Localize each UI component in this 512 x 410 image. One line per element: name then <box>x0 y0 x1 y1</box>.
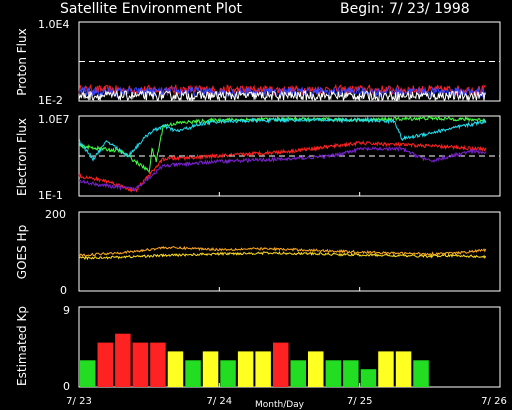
kp-bar-0 <box>80 360 96 387</box>
electron-flux-panel: 1.0E7 1E-1 Electron Flux <box>15 113 501 202</box>
electron-flux-ylabel: Electron Flux <box>15 118 29 196</box>
proton-flux-ylabel: Proton Flux <box>15 28 29 95</box>
kp-bar-15 <box>343 360 359 387</box>
estimated-kp-bottom-tick: 0 <box>63 380 70 393</box>
kp-bar-6 <box>185 360 201 387</box>
begin-date: Begin: 7/ 23/ 1998 <box>340 1 470 17</box>
kp-bar-4 <box>150 342 166 387</box>
plot-title: Satellite Environment Plot <box>60 1 243 17</box>
kp-bar-12 <box>290 360 306 387</box>
kp-bar-5 <box>167 351 184 387</box>
kp-bar-17 <box>378 351 394 387</box>
kp-bar-18 <box>395 351 412 387</box>
kp-bar-16 <box>360 369 377 387</box>
x-tick-label-3: 7/ 26 <box>481 396 507 407</box>
kp-bar-11 <box>273 342 289 387</box>
electron-flux-series-3 <box>79 146 487 192</box>
goes-hp-frame <box>78 211 501 292</box>
goes-hp-bottom-tick: 0 <box>60 284 67 297</box>
goes-hp-series-0 <box>78 245 487 257</box>
kp-bar-14 <box>325 360 342 387</box>
proton-flux-panel: 1.0E4 1E-2 Proton Flux <box>15 18 501 107</box>
goes-hp-ylabel: GOES Hp <box>15 225 29 279</box>
goes-hp-series-1 <box>78 251 487 261</box>
electron-flux-top-tick: 1.0E7 <box>38 113 69 126</box>
estimated-kp-top-tick: 9 <box>63 304 70 317</box>
kp-bar-1 <box>97 342 113 387</box>
estimated-kp-ylabel: Estimated Kp <box>15 306 29 386</box>
x-axis: 7/ 23 7/ 24 7/ 25 7/ 26 Month/Day <box>66 97 507 410</box>
goes-hp-top-tick: 200 <box>45 208 66 221</box>
x-axis-label: Month/Day <box>255 400 305 410</box>
x-tick-label-2: 7/ 25 <box>347 396 373 407</box>
x-tick-label-0: 7/ 23 <box>66 396 92 407</box>
kp-bar-13 <box>308 351 324 387</box>
estimated-kp-panel: 9 0 Estimated Kp <box>15 304 501 393</box>
kp-bar-2 <box>115 333 131 387</box>
proton-flux-series-2 <box>78 89 487 103</box>
goes-hp-panel: 200 0 GOES Hp <box>15 208 501 297</box>
electron-flux-series-1 <box>78 116 487 162</box>
electron-flux-series-2 <box>78 140 487 194</box>
x-tick-label-1: 7/ 24 <box>207 396 233 407</box>
proton-flux-top-tick: 1.0E4 <box>38 18 69 31</box>
estimated-kp-frame <box>78 306 501 388</box>
kp-bar-9 <box>237 351 254 387</box>
kp-bar-8 <box>220 360 236 387</box>
kp-bar-3 <box>132 342 149 387</box>
kp-bar-7 <box>202 351 219 387</box>
kp-bar-10 <box>255 351 271 387</box>
electron-flux-bottom-tick: 1E-1 <box>38 189 63 202</box>
kp-bar-19 <box>413 360 429 387</box>
proton-flux-bottom-tick: 1E-2 <box>38 94 63 107</box>
